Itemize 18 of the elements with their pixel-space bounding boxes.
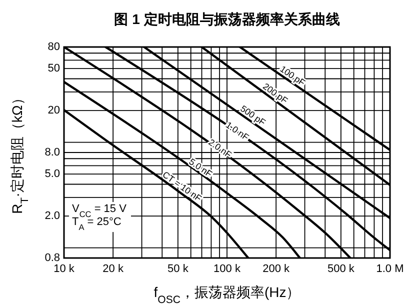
- y-tick-label: 5.0: [44, 168, 60, 180]
- x-tick-label: 1.0 M: [376, 263, 404, 275]
- text: 5.0 nF: [187, 156, 214, 180]
- y-tick-label: 50: [48, 62, 60, 75]
- x-tick-label: 100 k: [214, 263, 241, 275]
- x-axis-title: f$_{OSC}$，振荡器频率(Hz）: [154, 284, 300, 306]
- x-tick-label: 50 k: [168, 263, 189, 275]
- y-tick-label: 0.8: [44, 252, 60, 264]
- y-tick-label: 80: [48, 41, 60, 53]
- y-tick-label: 20: [48, 104, 60, 117]
- chart-title: 图 1 定时电阻与振荡器频率关系曲线: [114, 11, 340, 27]
- annotation: T$_{A}$ = 25°C: [72, 216, 122, 232]
- x-tick-label: 200 k: [262, 263, 290, 275]
- x-tick-label: 20 k: [102, 263, 124, 275]
- x-tick-label: 500 k: [327, 263, 355, 275]
- y-tick-label: 8.0: [44, 146, 60, 158]
- x-tick-label: 10 k: [54, 263, 75, 275]
- y-tick-label: 2.0: [44, 210, 60, 222]
